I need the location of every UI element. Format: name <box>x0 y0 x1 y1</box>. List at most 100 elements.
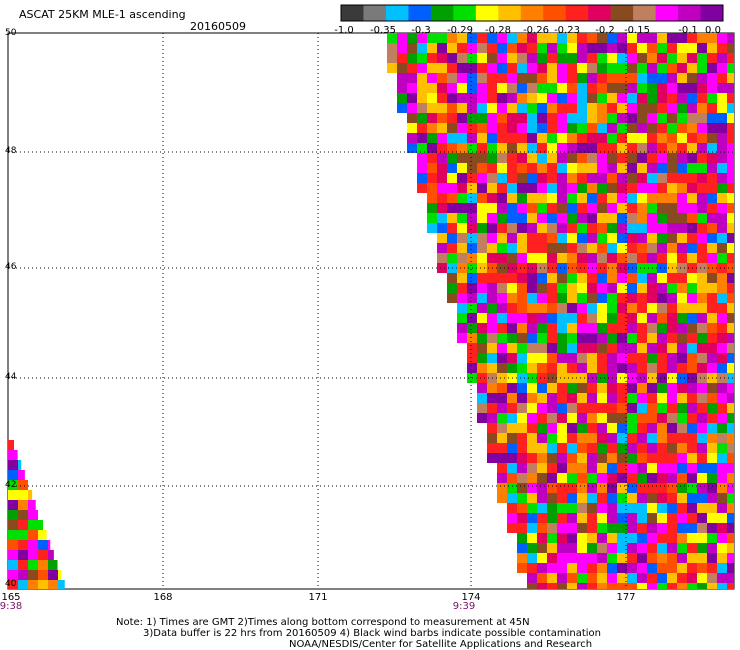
swath-cell <box>667 393 677 403</box>
swath-cell <box>557 33 567 43</box>
swath-cell <box>467 283 477 293</box>
swath-cell <box>387 63 397 73</box>
swath-cell <box>707 423 717 433</box>
swath-cell <box>657 333 667 343</box>
swath-cell <box>547 553 557 563</box>
swath-cell <box>517 483 527 493</box>
swath-cell <box>447 83 457 93</box>
swath-cell <box>527 363 537 373</box>
swath-cell <box>547 443 557 453</box>
swath-cell <box>667 33 677 43</box>
swath-cell <box>667 433 677 443</box>
swath-cell <box>8 520 18 530</box>
swath-cell <box>627 363 637 373</box>
swath-cell <box>657 33 667 43</box>
swath-cell <box>507 403 517 413</box>
swath-cell <box>547 113 557 123</box>
swath-cell <box>677 553 687 563</box>
swath-cell <box>567 203 577 213</box>
swath-cell <box>437 253 447 263</box>
swath-cell <box>567 563 577 573</box>
swath-cell <box>507 283 517 293</box>
swath-cell <box>557 403 567 413</box>
swath-cell <box>587 393 597 403</box>
swath-cell <box>677 183 687 193</box>
swath-cell <box>537 283 547 293</box>
swath-cell <box>717 483 727 493</box>
swath-cell <box>587 403 597 413</box>
swath-cell <box>697 53 707 63</box>
swath-cell <box>707 103 717 113</box>
swath-cell <box>517 53 527 63</box>
swath-cell <box>697 453 707 463</box>
swath-cell <box>497 423 507 433</box>
swath-cell <box>58 570 62 580</box>
swath-cell <box>537 443 547 453</box>
swath-cell <box>497 173 507 183</box>
swath-cell <box>507 323 517 333</box>
swath-cell <box>617 583 627 589</box>
swath-cell <box>667 173 677 183</box>
swath-cell <box>717 223 727 233</box>
swath-cell <box>647 583 657 589</box>
swath-cell <box>667 293 677 303</box>
colorbar-label: -0.23 <box>554 25 580 36</box>
swath-cell <box>667 93 677 103</box>
swath-cell <box>427 73 437 83</box>
swath-cell <box>537 253 547 263</box>
swath-cell <box>537 583 547 589</box>
swath-cell <box>397 43 407 53</box>
swath-cell <box>8 470 18 480</box>
swath-cell <box>627 343 637 353</box>
swath-cell <box>527 93 537 103</box>
swath-cell <box>397 63 407 73</box>
swath-cell <box>727 503 734 513</box>
swath-cell <box>517 283 527 293</box>
swath-cell <box>527 403 537 413</box>
swath-cell <box>637 123 647 133</box>
swath-cell <box>667 83 677 93</box>
colorbar-swatch <box>498 5 522 21</box>
swath-cell <box>517 163 527 173</box>
swath-cell <box>637 193 647 203</box>
swath-cell <box>717 173 727 183</box>
swath-cell <box>597 543 607 553</box>
swath-cell <box>597 513 607 523</box>
swath-cell <box>697 93 707 103</box>
swath-cell <box>587 453 597 463</box>
swath-cell <box>587 493 597 503</box>
swath-cell <box>677 173 687 183</box>
swath-cell <box>617 103 627 113</box>
swath-cell <box>577 33 587 43</box>
swath-cell <box>547 293 557 303</box>
swath-cell <box>447 63 457 73</box>
swath-cell <box>727 263 734 273</box>
swath-cell <box>577 253 587 263</box>
swath-cell <box>577 43 587 53</box>
swath-cell <box>467 223 477 233</box>
swath-cell <box>617 303 627 313</box>
swath-cell <box>677 453 687 463</box>
swath-cell <box>477 343 487 353</box>
swath-cell <box>587 313 597 323</box>
swath-cell <box>467 43 477 53</box>
swath-cell <box>607 133 617 143</box>
swath-cell <box>607 313 617 323</box>
swath-cell <box>677 323 687 333</box>
swath-cell <box>477 293 487 303</box>
swath-cell <box>727 453 734 463</box>
swath-cell <box>697 253 707 263</box>
swath-cell <box>497 83 507 93</box>
swath-cell <box>717 383 727 393</box>
swath-cell <box>577 203 587 213</box>
swath-cell <box>38 550 48 560</box>
swath-cell <box>607 403 617 413</box>
swath-cell <box>537 473 547 483</box>
swath-cell <box>577 73 587 83</box>
swath-cell <box>637 113 647 123</box>
swath-cell <box>517 513 527 523</box>
swath-cell <box>727 413 734 423</box>
swath-cell <box>537 303 547 313</box>
swath-cell <box>457 153 467 163</box>
swath-cell <box>687 213 697 223</box>
